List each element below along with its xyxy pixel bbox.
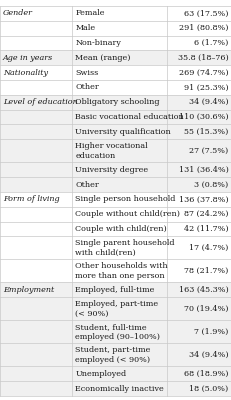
Text: 27 (7.5%): 27 (7.5%) bbox=[188, 147, 228, 155]
Text: Form of living: Form of living bbox=[3, 195, 59, 203]
Text: 18 (5.0%): 18 (5.0%) bbox=[188, 384, 228, 392]
Text: Other: Other bbox=[75, 180, 99, 188]
Text: 7 (1.9%): 7 (1.9%) bbox=[193, 328, 228, 336]
Text: Employment: Employment bbox=[3, 286, 54, 294]
Text: 6 (1.7%): 6 (1.7%) bbox=[193, 39, 228, 47]
Text: Couple without child(ren): Couple without child(ren) bbox=[75, 210, 180, 218]
Text: Level of education: Level of education bbox=[3, 98, 77, 106]
Bar bbox=[0, 50, 231, 65]
Text: 17 (4.7%): 17 (4.7%) bbox=[188, 244, 228, 252]
Text: 35.8 (18–76): 35.8 (18–76) bbox=[177, 54, 228, 62]
Text: Non-binary: Non-binary bbox=[75, 39, 121, 47]
Text: Student, full-time
employed (90–100%): Student, full-time employed (90–100%) bbox=[75, 323, 160, 340]
Text: Economically inactive: Economically inactive bbox=[75, 384, 164, 392]
Text: Gender: Gender bbox=[3, 10, 33, 18]
Text: University qualification: University qualification bbox=[75, 128, 170, 136]
Bar bbox=[0, 95, 231, 192]
Text: Female: Female bbox=[75, 10, 104, 18]
Text: 34 (9.4%): 34 (9.4%) bbox=[188, 351, 228, 359]
Text: 110 (30.6%): 110 (30.6%) bbox=[178, 113, 228, 121]
Text: 63 (17.5%): 63 (17.5%) bbox=[183, 10, 228, 18]
Text: Basic vocational education: Basic vocational education bbox=[75, 113, 183, 121]
Text: 42 (11.7%): 42 (11.7%) bbox=[183, 225, 228, 233]
Text: University degree: University degree bbox=[75, 166, 148, 174]
Text: Swiss: Swiss bbox=[75, 69, 98, 77]
Text: Obligatory schooling: Obligatory schooling bbox=[75, 98, 159, 106]
Text: 163 (45.3%): 163 (45.3%) bbox=[178, 286, 228, 294]
Text: 68 (18.9%): 68 (18.9%) bbox=[183, 370, 228, 378]
Text: 136 (37.8%): 136 (37.8%) bbox=[178, 195, 228, 203]
Text: 78 (21.7%): 78 (21.7%) bbox=[183, 267, 228, 275]
Text: Employed, part-time
(< 90%): Employed, part-time (< 90%) bbox=[75, 300, 158, 318]
Text: Nationality: Nationality bbox=[3, 69, 48, 77]
Text: 87 (24.2%): 87 (24.2%) bbox=[183, 210, 228, 218]
Text: Higher vocational
education: Higher vocational education bbox=[75, 142, 147, 160]
Text: Couple with child(ren): Couple with child(ren) bbox=[75, 225, 166, 233]
Text: 70 (19.4%): 70 (19.4%) bbox=[183, 305, 228, 313]
Bar bbox=[0, 282, 231, 396]
Text: Single parent household
with child(ren): Single parent household with child(ren) bbox=[75, 239, 174, 257]
Text: 291 (80.8%): 291 (80.8%) bbox=[178, 24, 228, 32]
Text: Other: Other bbox=[75, 84, 99, 92]
Text: Male: Male bbox=[75, 24, 95, 32]
Text: Employed, full-time: Employed, full-time bbox=[75, 286, 154, 294]
Text: 55 (15.3%): 55 (15.3%) bbox=[183, 128, 228, 136]
Text: 269 (74.7%): 269 (74.7%) bbox=[178, 69, 228, 77]
Text: Other households with
more than one person: Other households with more than one pers… bbox=[75, 262, 167, 280]
Text: Unemployed: Unemployed bbox=[75, 370, 126, 378]
Text: Single person household: Single person household bbox=[75, 195, 175, 203]
Text: Age in years: Age in years bbox=[3, 54, 53, 62]
Text: 131 (36.4%): 131 (36.4%) bbox=[178, 166, 228, 174]
Text: 3 (0.8%): 3 (0.8%) bbox=[193, 180, 228, 188]
Text: Mean (range): Mean (range) bbox=[75, 54, 130, 62]
Text: Student, part-time
employed (< 90%): Student, part-time employed (< 90%) bbox=[75, 346, 150, 364]
Text: 34 (9.4%): 34 (9.4%) bbox=[188, 98, 228, 106]
Text: 91 (25.3%): 91 (25.3%) bbox=[183, 84, 228, 92]
